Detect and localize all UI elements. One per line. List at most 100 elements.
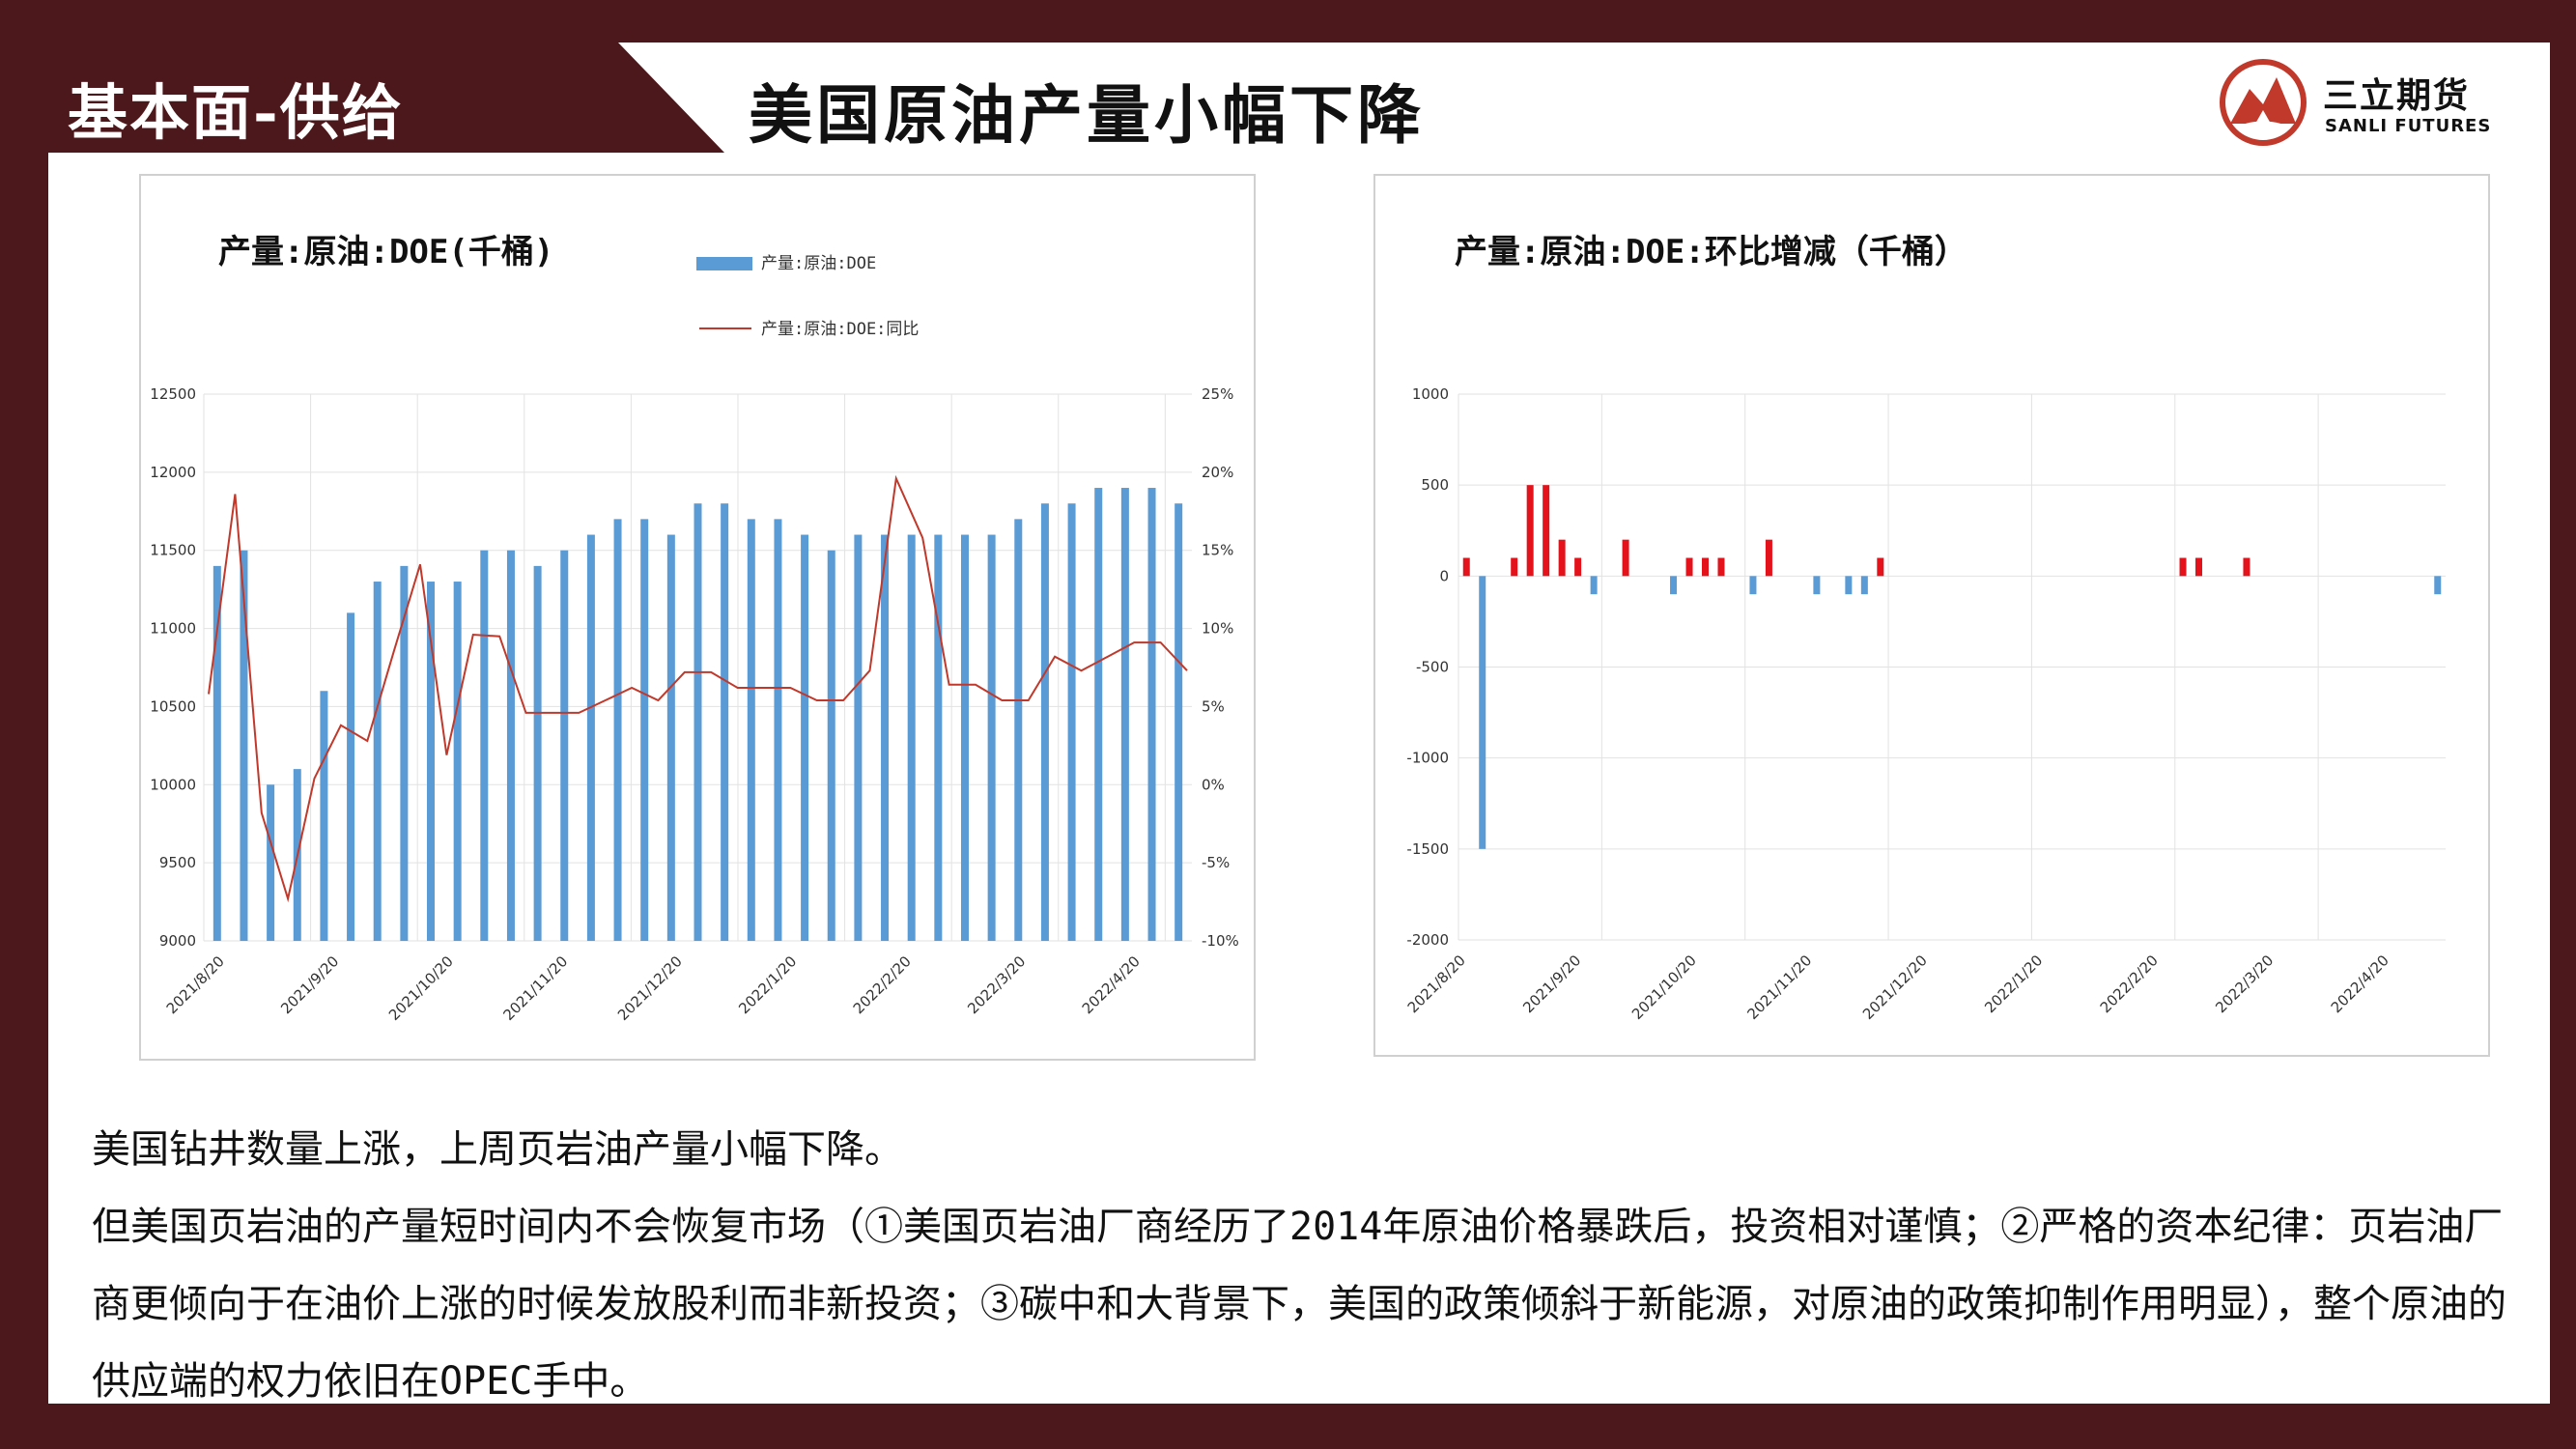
chart-title: 产量:原油:DOE:环比增减（千桶） [1455,233,1967,271]
bar-production [613,519,622,941]
bar-change-positive [1526,485,1534,577]
bar-change-negative [1749,576,1757,595]
bar-change-positive [1543,485,1550,577]
bar-change-positive [1877,557,1884,577]
y2-tick-label: 5% [1202,697,1225,715]
bar-production [666,534,675,941]
x-tick-label: 2021/8/20 [163,952,228,1017]
bar-production [1120,488,1129,941]
y-tick-label: 11000 [150,620,196,638]
bar-change-positive [1765,539,1772,577]
weekly-change-chart: 产量:原油:DOE:环比增减（千桶） -2000 -1500 -1000 -500 0 50… [1373,174,2490,1057]
logo: 三立期货 SANLI FUTURES [2217,59,2545,149]
body-text: 美国钻井数量上涨，上周页岩油产量小幅下降。 但美国页岩油的产量短时间内不会恢复市… [92,1111,2526,1420]
bar-change-positive [2179,557,2187,577]
x-tick-label: 2022/1/20 [735,952,800,1017]
bar-production [560,550,569,941]
logo-name: 三立期货 [2323,76,2471,116]
bar-production [934,534,943,941]
body-paragraph-1: 美国钻井数量上涨，上周页岩油产量小幅下降。 [92,1127,903,1172]
x-tick-label: 2021/10/20 [1628,952,1700,1023]
y-tick-label: 0 [1439,567,1449,584]
x-tick-label: 2021/12/20 [1859,952,1931,1023]
sanli-logo-icon [2220,59,2307,146]
bar-production [881,534,890,941]
bar-production [694,503,702,941]
section-label: 基本面-供给 [68,77,404,148]
bar-production [801,534,809,941]
bar-production [1040,503,1049,941]
y2-tick-label: -10% [1202,932,1239,950]
bar-change-positive [1462,557,1470,577]
x-tick-label: 2021/8/20 [1404,952,1469,1016]
y2-tick-label: 10% [1202,620,1233,638]
bar-change-negative [1590,576,1598,595]
bar-change-positive [1685,557,1693,577]
bar-production [373,582,382,941]
x-tick-label: 2022/4/20 [1079,952,1144,1017]
legend-line-label: 产量:原油:DOE:同比 [761,320,919,339]
bar-production [506,550,515,941]
y-tick-label: 12000 [150,464,196,481]
bar-change-positive [1574,557,1582,577]
x-tick-label: 2021/9/20 [277,952,342,1017]
y-tick-label: 500 [1421,476,1449,494]
y-tick-label: -1500 [1406,840,1449,858]
section-tag: 基本面-供给 [0,43,715,153]
bar-change-negative [1845,576,1853,595]
bar-production [212,565,221,941]
bar-change-negative [1479,576,1486,849]
bar-production [453,582,462,941]
x-tick-label: 2022/1/20 [1981,952,2046,1016]
y-tick-label: 9500 [159,854,196,871]
y-tick-label: 10000 [150,776,196,793]
bar-production [320,691,328,941]
x-tick-label: 2021/10/20 [385,952,457,1024]
bar-production [640,519,649,941]
bar-production [400,565,409,941]
y-tick-label: 1000 [1412,385,1449,403]
page-title: 美国原油产量小幅下降 [749,77,1425,153]
weekly-change-chart-svg: 产量:原油:DOE:环比增减（千桶） -2000 -1500 -1000 -500 0 50… [1404,233,2446,1023]
x-tick-label: 2022/3/20 [964,952,1029,1017]
bar-production [1175,503,1183,941]
y-tick-label: -2000 [1406,931,1449,949]
y-tick-label: 12500 [150,385,196,403]
bar-change-positive [1558,539,1566,577]
y2-tick-label: 15% [1202,542,1233,559]
y-tick-label: 9000 [159,932,196,950]
y-tick-label: 10500 [150,697,196,715]
y-tick-label: 11500 [150,542,196,559]
bar-production [480,550,489,941]
x-tick-label: 2021/12/20 [614,952,686,1024]
bar-production [267,784,275,941]
bar-production [747,519,755,941]
y2-tick-label: 0% [1202,776,1225,793]
bar-production [774,519,782,941]
bar-change-negative [1860,576,1868,595]
bar-production [854,534,863,941]
bar-change-negative [1813,576,1821,595]
bar-change-negative [2434,576,2442,595]
bar-change-positive [1702,557,1709,577]
bar-production [586,534,595,941]
bar-production [1094,488,1103,941]
x-tick-label: 2021/9/20 [1519,952,1584,1016]
bar-production [907,534,916,941]
bar-production [427,582,436,941]
bar-production [347,612,355,941]
bar-production [240,550,248,941]
bar-change-positive [2243,557,2250,577]
x-tick-label: 2022/2/20 [2097,952,2162,1016]
bar-production [960,534,969,941]
bar-production [533,565,542,941]
bar-production [987,534,996,941]
y2-tick-label: 20% [1202,464,1233,481]
x-tick-label: 2021/11/20 [499,952,571,1024]
bar-change-negative [1670,576,1678,595]
bar-production [721,503,729,941]
x-tick-label: 2021/11/20 [1743,952,1815,1023]
body-paragraph-2: 但美国页岩油的产量短时间内不会恢复市场（①美国页岩油厂商经历了2014年原油价格… [92,1205,2506,1404]
production-chart: 产量:原油:DOE(千桶) 产量:原油:DOE 产量:原油:DOE:同比 9000 95… [139,174,1256,1061]
bar-production [1014,519,1023,941]
